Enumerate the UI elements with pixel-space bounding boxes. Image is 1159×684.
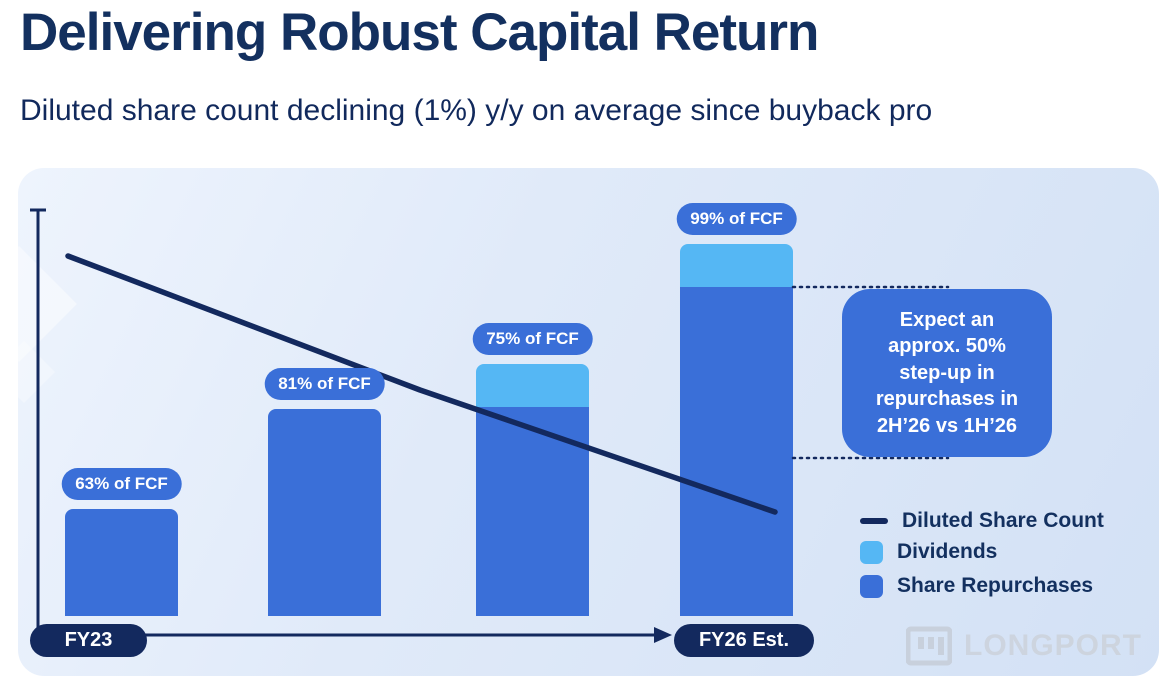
legend-item-share-repurchases: Share Repurchases (860, 572, 1093, 600)
square-swatch-icon (860, 540, 883, 564)
dividends-bar-segment (476, 364, 589, 407)
annotation-text: Expect an approx. 50% step-up in repurch… (875, 309, 1019, 437)
chart-panel: LONGPORT 63% of FCF 81% of FCF 75% of FCF 9… (18, 168, 1159, 676)
legend-item-diluted-share-count: Diluted Share Count (860, 507, 1104, 535)
legend-label: Share Repurchases (897, 574, 1094, 597)
watermark: LONGPORT (906, 623, 1142, 669)
share-repurchases-bar-segment (680, 287, 793, 616)
share-repurchases-bar-segment (65, 509, 178, 616)
page-title: Delivering Robust Capital Return (20, 3, 819, 62)
bar-value-label: 63% of FCF (61, 468, 182, 500)
dividends-bar-segment (680, 244, 793, 287)
share-repurchases-bar-segment (476, 407, 589, 616)
bar-value-label: 75% of FCF (472, 323, 593, 355)
bar-value-label: 99% of FCF (676, 203, 797, 235)
legend-label: Diluted Share Count (902, 509, 1104, 532)
bar-value-label: 81% of FCF (264, 368, 385, 400)
x-axis-end-label: FY26 Est. (674, 624, 814, 657)
line-swatch-icon (860, 518, 888, 524)
square-swatch-icon (860, 574, 883, 598)
x-axis-start-label: FY23 (30, 624, 147, 657)
annotation-callout: Expect an approx. 50% step-up in repurch… (842, 289, 1052, 457)
legend-label: Dividends (897, 540, 998, 563)
page-subtitle: Diluted share count declining (1%) y/y o… (20, 94, 933, 127)
share-repurchases-bar-segment (268, 409, 381, 616)
legend-item-dividends: Dividends (860, 538, 997, 566)
longport-logo-icon (906, 626, 952, 666)
watermark-text: LONGPORT (964, 629, 1142, 662)
